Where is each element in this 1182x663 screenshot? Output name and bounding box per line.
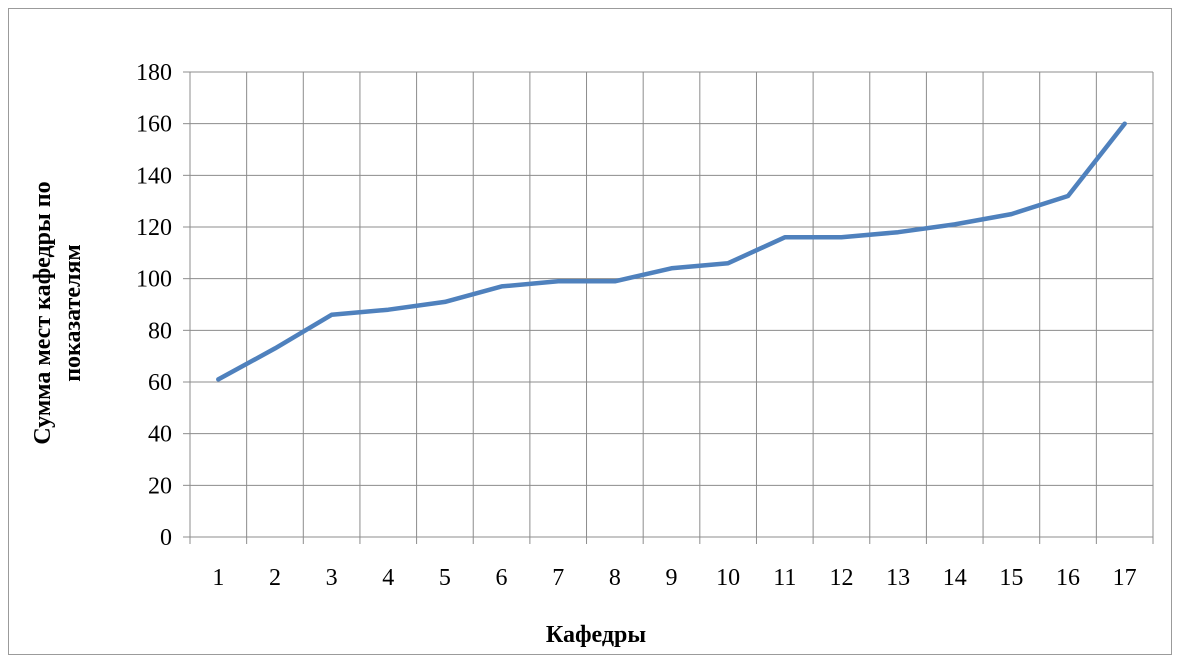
- y-axis-tick-labels: 0 20 40 60 80 100 120 140 160 180: [136, 60, 172, 551]
- x-tick-label: 12: [829, 565, 853, 591]
- x-tick-label: 1: [212, 565, 224, 591]
- data-series: [216, 121, 1127, 382]
- x-tick-label: 14: [943, 565, 967, 591]
- y-tick-label: 180: [136, 60, 172, 86]
- y-tick-label: 160: [136, 112, 172, 138]
- y-tick-label: 100: [136, 267, 172, 293]
- x-tick-label: 17: [1113, 565, 1137, 591]
- chart-frame: [8, 8, 1172, 655]
- x-tick-label: 16: [1056, 565, 1080, 591]
- y-tick-label: 0: [160, 525, 172, 551]
- x-tick-label: 3: [326, 565, 338, 591]
- x-tick-label: 11: [773, 565, 796, 591]
- x-tick-label: 8: [609, 565, 621, 591]
- y-tick-label: 60: [148, 370, 172, 396]
- x-tick-label: 7: [552, 565, 564, 591]
- x-axis-tick-labels: 1 2 3 4 5 6 7 8 9 10 11 12 13 14 15 16 17: [212, 565, 1136, 591]
- y-tick-label: 40: [148, 422, 172, 448]
- y-axis-title-line-1: Сумма мест кафедры по: [30, 181, 56, 444]
- x-tick-label: 6: [496, 565, 508, 591]
- x-tick-label: 4: [382, 565, 394, 591]
- x-axis-title: Кафедры: [546, 622, 647, 648]
- y-axis-title-line-2: показателям: [60, 244, 86, 382]
- grid-lines: [190, 71, 1154, 537]
- series-line: [216, 121, 1127, 382]
- x-tick-label: 5: [439, 565, 451, 591]
- y-tick-label: 80: [148, 318, 172, 344]
- x-tick-label: 13: [886, 565, 910, 591]
- y-axis-title: Сумма мест кафедры по показателям: [30, 181, 86, 444]
- x-tick-label: 10: [716, 565, 740, 591]
- axes: [183, 71, 1154, 544]
- y-tick-label: 140: [136, 163, 172, 189]
- y-tick-label: 120: [136, 215, 172, 241]
- y-tick-label: 20: [148, 473, 172, 499]
- x-tick-label: 2: [269, 565, 281, 591]
- x-tick-label: 15: [999, 565, 1023, 591]
- x-tick-label: 9: [666, 565, 678, 591]
